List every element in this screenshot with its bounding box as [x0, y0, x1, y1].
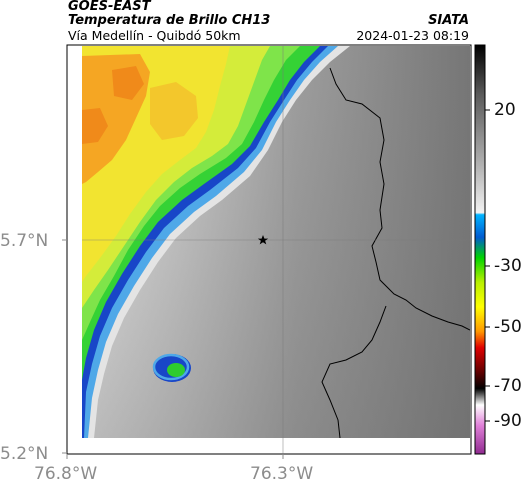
lat-label-5-7: 5.7°N — [0, 231, 49, 251]
department-border — [329, 67, 470, 331]
source-label: SIATA — [428, 13, 469, 28]
lat-label-5-2: 5.2°N — [0, 444, 49, 464]
colorbar-ticks — [485, 109, 490, 422]
lon-label-76-3: 76.3°W — [250, 464, 314, 484]
satellite-title: GOES-EAST — [68, 0, 151, 14]
colorbar-label-minus70: -70 — [494, 376, 522, 396]
colorbar-label-minus30: -30 — [494, 256, 522, 276]
datetime-label: 2024-01-23 08:19 — [356, 28, 469, 43]
municipal-border — [321, 305, 387, 438]
colorbar-label-20: 20 — [494, 100, 516, 120]
route-subtitle: Vía Medellín - Quibdó 50km — [68, 28, 241, 43]
brightness-temperature-field — [82, 46, 470, 438]
colorbar — [474, 44, 486, 455]
colorbar-label-minus50: -50 — [494, 317, 522, 337]
colorbar-label-minus90: -90 — [494, 411, 522, 431]
lon-label-76-8: 76.8°W — [34, 464, 98, 484]
product-title: Temperatura de Brillo CH13 — [68, 13, 271, 28]
location-star-icon — [257, 235, 269, 245]
